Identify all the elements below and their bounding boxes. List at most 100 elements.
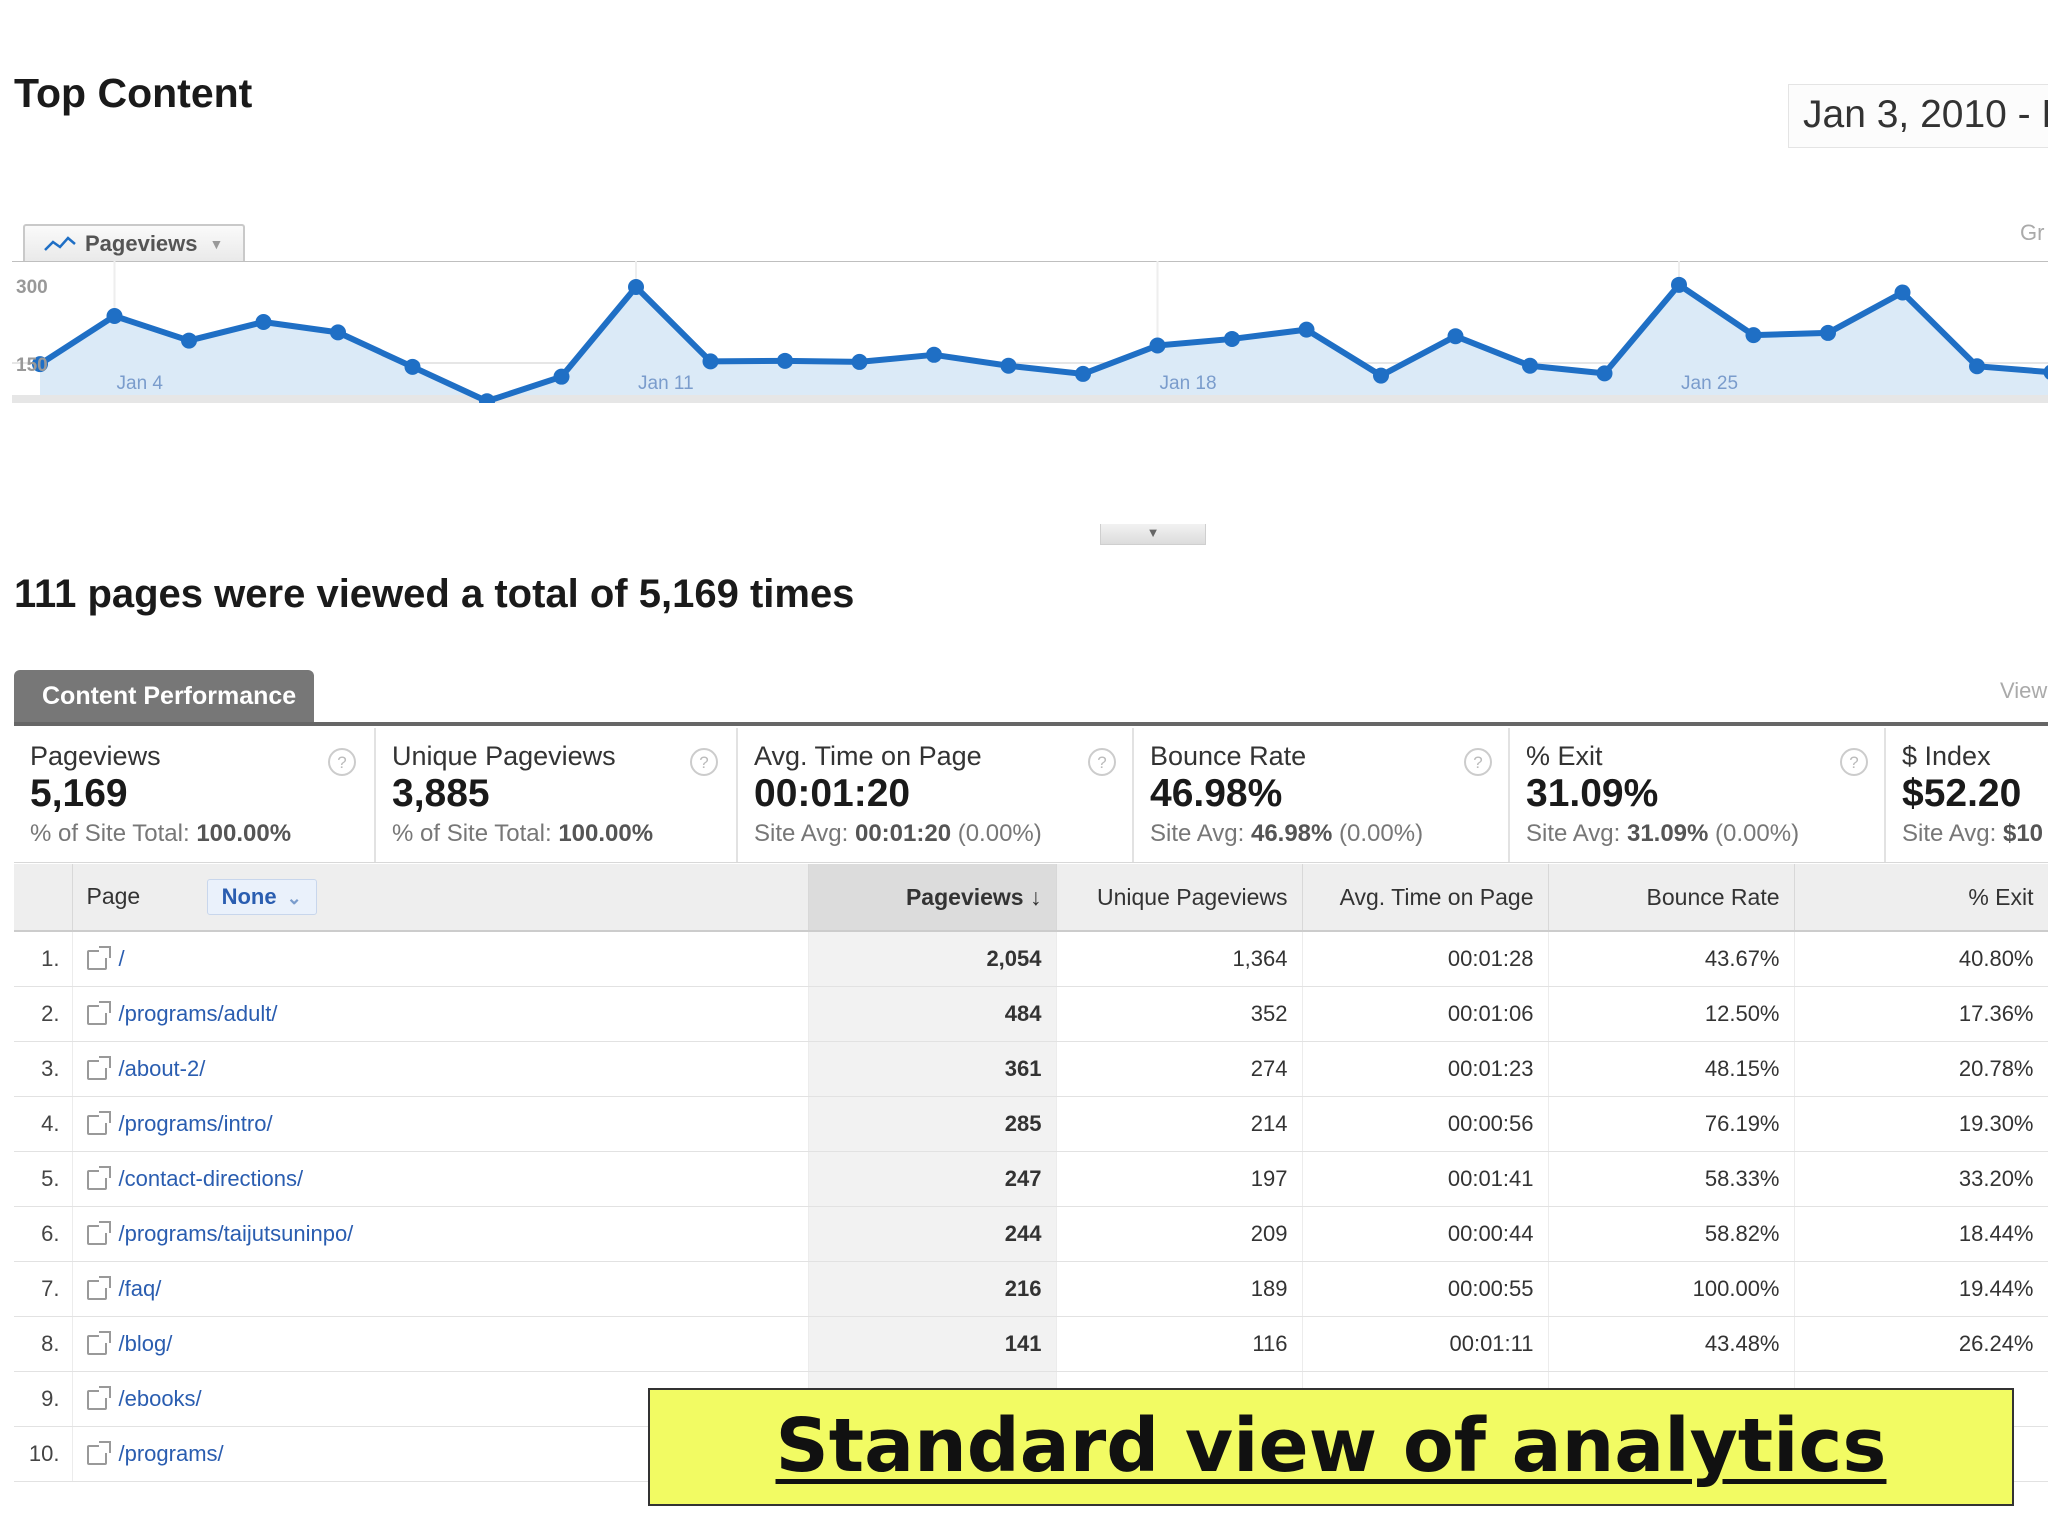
external-link-icon[interactable] xyxy=(86,1276,111,1301)
collapse-graph-handle[interactable]: ▼ xyxy=(1100,524,1206,545)
cell-avg-time: 00:00:44 xyxy=(1302,1206,1549,1262)
cell-unique-pageviews: 197 xyxy=(1056,1151,1303,1207)
data-point[interactable] xyxy=(32,356,48,373)
scorecard-value: 31.09% xyxy=(1526,772,1659,815)
cell-pageviews: 285 xyxy=(808,1096,1057,1152)
data-point[interactable] xyxy=(479,393,495,403)
page-link[interactable]: /programs/intro/ xyxy=(72,1096,809,1152)
external-link-icon[interactable] xyxy=(86,1331,111,1356)
scorecard-value: 46.98% xyxy=(1150,772,1283,815)
external-link-icon[interactable] xyxy=(86,1166,111,1191)
header-exit[interactable]: % Exit xyxy=(1794,864,2048,932)
scorecard-bounce-rate: Bounce Rate ? 46.98% Site Avg: 46.98% (0… xyxy=(1134,728,1510,862)
cell-exit: 17.36% xyxy=(1794,986,2048,1042)
page-link[interactable]: /contact-directions/ xyxy=(72,1151,809,1207)
secondary-dimension-select[interactable]: None ⌄ xyxy=(206,879,317,915)
view-options-link[interactable]: View xyxy=(2000,678,2048,703)
page-path[interactable]: /programs/taijutsuninpo/ xyxy=(118,1221,354,1246)
table-header-row: Page None ⌄ Pageviews ↓ Unique Pageviews … xyxy=(14,864,2048,932)
data-point[interactable] xyxy=(553,368,570,385)
date-range-picker[interactable]: Jan 3, 2010 - F xyxy=(1788,84,2048,148)
data-point[interactable] xyxy=(106,307,123,324)
cell-bounce-rate: 43.48% xyxy=(1548,1316,1795,1372)
data-point[interactable] xyxy=(330,324,346,341)
header-unique-pageviews[interactable]: Unique Pageviews xyxy=(1056,864,1303,932)
graph-options-link[interactable]: Gr xyxy=(2020,220,2045,245)
data-point[interactable] xyxy=(926,346,942,363)
cell-bounce-rate: 48.15% xyxy=(1548,1041,1795,1097)
x-tick-label: Jan 25 xyxy=(1681,373,1738,394)
caption-banner: Standard view of analytics xyxy=(648,1388,2014,1506)
data-point[interactable] xyxy=(1969,358,1985,375)
data-point[interactable] xyxy=(1894,284,1911,301)
data-point[interactable] xyxy=(1298,321,1315,338)
page-path[interactable]: /programs/ xyxy=(118,1441,224,1466)
content-table: Page None ⌄ Pageviews ↓ Unique Pageviews … xyxy=(14,864,2048,1482)
page-link[interactable]: /blog/ xyxy=(72,1316,809,1372)
scorecard-label: Unique Pageviews xyxy=(392,741,616,771)
help-icon[interactable]: ? xyxy=(1088,748,1116,776)
external-link-icon[interactable] xyxy=(86,1001,111,1026)
page-path[interactable]: /blog/ xyxy=(118,1331,173,1356)
data-point[interactable] xyxy=(1745,327,1762,344)
data-point[interactable] xyxy=(404,358,421,375)
external-link-icon[interactable] xyxy=(86,1386,111,1411)
external-link-icon[interactable] xyxy=(86,1056,111,1081)
data-point[interactable] xyxy=(1373,367,1389,384)
page-path[interactable]: /about-2/ xyxy=(118,1056,206,1081)
cell-avg-time: 00:00:55 xyxy=(1302,1261,1549,1317)
data-point[interactable] xyxy=(255,314,272,330)
data-point[interactable] xyxy=(1671,276,1687,293)
page-path[interactable]: /programs/intro/ xyxy=(118,1111,273,1136)
cell-pageviews: 247 xyxy=(808,1151,1057,1207)
page-link[interactable]: /programs/taijutsuninpo/ xyxy=(72,1206,809,1262)
help-icon[interactable]: ? xyxy=(1464,748,1492,776)
page-path[interactable]: /faq/ xyxy=(118,1276,162,1301)
data-point[interactable] xyxy=(1075,365,1091,382)
page-link[interactable]: / xyxy=(72,931,809,987)
page-path[interactable]: / xyxy=(118,946,125,971)
page-link[interactable]: /programs/adult/ xyxy=(72,986,809,1042)
cell-pageviews: 361 xyxy=(808,1041,1057,1097)
page-path[interactable]: /programs/adult/ xyxy=(118,1001,278,1026)
header-pageviews[interactable]: Pageviews ↓ xyxy=(808,864,1057,932)
scorecard-subtext: Site Avg: $10 xyxy=(1902,820,2044,847)
data-point[interactable] xyxy=(851,353,868,370)
cell-avg-time: 00:01:41 xyxy=(1302,1151,1549,1207)
data-point[interactable] xyxy=(702,353,719,370)
cell-exit: 20.78% xyxy=(1794,1041,2048,1097)
metric-selector-button[interactable]: Pageviews ▼ xyxy=(23,224,245,262)
page-link[interactable]: /faq/ xyxy=(72,1261,809,1317)
page-path[interactable]: /contact-directions/ xyxy=(118,1166,304,1191)
cell-pageviews: 2,054 xyxy=(808,931,1057,987)
external-link-icon[interactable] xyxy=(86,1111,111,1136)
data-point[interactable] xyxy=(1149,337,1166,354)
cell-unique-pageviews: 189 xyxy=(1056,1261,1303,1317)
data-point[interactable] xyxy=(1000,357,1017,374)
data-point[interactable] xyxy=(628,279,644,296)
header-bounce-rate[interactable]: Bounce Rate xyxy=(1548,864,1795,932)
help-icon[interactable]: ? xyxy=(690,748,718,776)
header-page[interactable]: Page None ⌄ xyxy=(72,864,809,932)
data-point[interactable] xyxy=(1522,357,1538,374)
data-point[interactable] xyxy=(1820,324,1836,341)
external-link-icon[interactable] xyxy=(86,946,111,971)
cell-pageviews: 216 xyxy=(808,1261,1057,1317)
data-point[interactable] xyxy=(1224,330,1240,347)
plot-bottom-border xyxy=(12,395,2048,403)
data-point[interactable] xyxy=(2043,364,2048,380)
data-point[interactable] xyxy=(1596,365,1613,382)
data-point[interactable] xyxy=(1447,328,1464,345)
page-path[interactable]: /ebooks/ xyxy=(118,1386,202,1411)
help-icon[interactable]: ? xyxy=(1840,748,1868,776)
chevron-down-icon: ▼ xyxy=(209,236,224,252)
cell-unique-pageviews: 209 xyxy=(1056,1206,1303,1262)
external-link-icon[interactable] xyxy=(86,1221,111,1246)
data-point[interactable] xyxy=(181,332,197,349)
page-link[interactable]: /about-2/ xyxy=(72,1041,809,1097)
header-avg-time[interactable]: Avg. Time on Page xyxy=(1302,864,1549,932)
external-link-icon[interactable] xyxy=(86,1441,111,1466)
tab-content-performance[interactable]: Content Performance xyxy=(14,670,314,722)
help-icon[interactable]: ? xyxy=(328,748,356,776)
data-point[interactable] xyxy=(777,352,793,369)
